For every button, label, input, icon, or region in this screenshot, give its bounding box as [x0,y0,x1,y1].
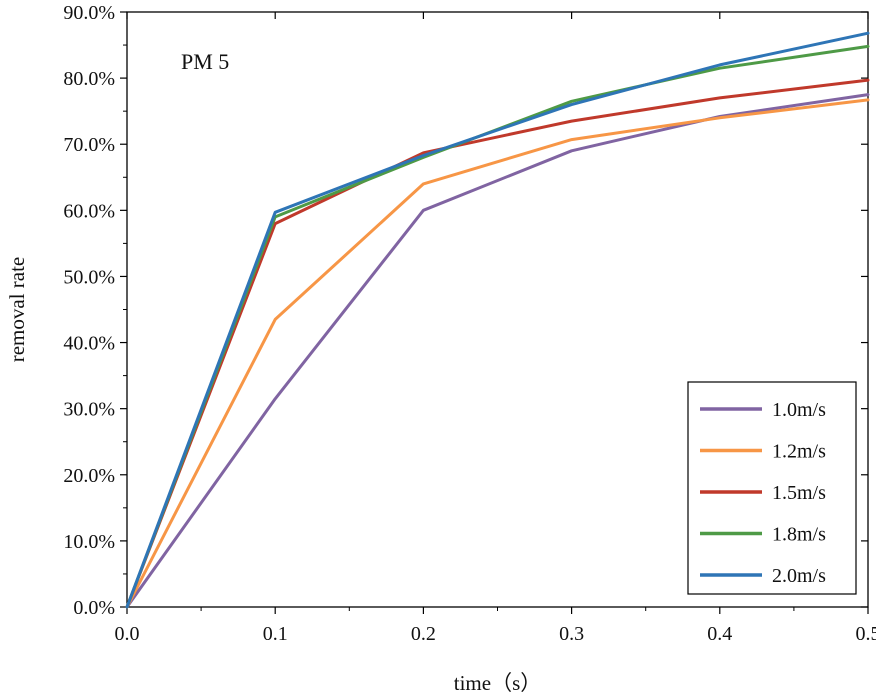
series-line-2-0m-s [125,31,870,609]
y-tick-label: 90.0% [63,2,115,24]
x-tick-label: 0.3 [559,623,584,645]
y-tick-label: 70.0% [63,134,115,156]
y-tick-label: 0.0% [73,597,115,619]
legend-label: 1.2m/s [772,441,826,463]
x-axis: 0.0 0.1 0.2 0.3 0.4 0.5 [115,12,876,645]
series-line-1-5m-s [125,78,870,609]
series-line-1-2m-s [125,98,870,609]
x-tick-label: 0.4 [707,623,732,645]
y-tick-label: 80.0% [63,68,115,90]
y-tick-label: 20.0% [63,465,115,487]
y-tick-label: 50.0% [63,266,115,288]
y-tick-label: 30.0% [63,399,115,421]
legend: 1.0m/s 1.2m/s 1.5m/s 1.8m/s 2.0m/s [687,381,857,595]
x-tick-label: 0.0 [115,623,140,645]
legend-box [687,381,857,595]
y-tick-label: 40.0% [63,333,115,355]
y-tick-label: 60.0% [63,200,115,222]
x-tick-label: 0.2 [411,623,436,645]
chart-annotation: PM 5 [181,49,229,74]
legend-label: 1.0m/s [772,399,826,421]
x-axis-label: time（s） [454,671,542,694]
series-line-1-0m-s [125,93,870,609]
legend-label: 2.0m/s [772,565,826,587]
y-tick-label: 10.0% [63,531,115,553]
legend-label: 1.5m/s [772,482,826,504]
legend-label: 1.8m/s [772,524,826,546]
x-tick-label: 0.5 [856,623,876,645]
series-lines [125,31,870,609]
y-axis: 0.0% 10.0% 20.0% 30.0% 40.0% 50.0% 60.0% 70.0% 8… [63,2,868,619]
x-tick-label: 0.1 [263,623,288,645]
y-axis-label: removal rate [5,257,29,363]
